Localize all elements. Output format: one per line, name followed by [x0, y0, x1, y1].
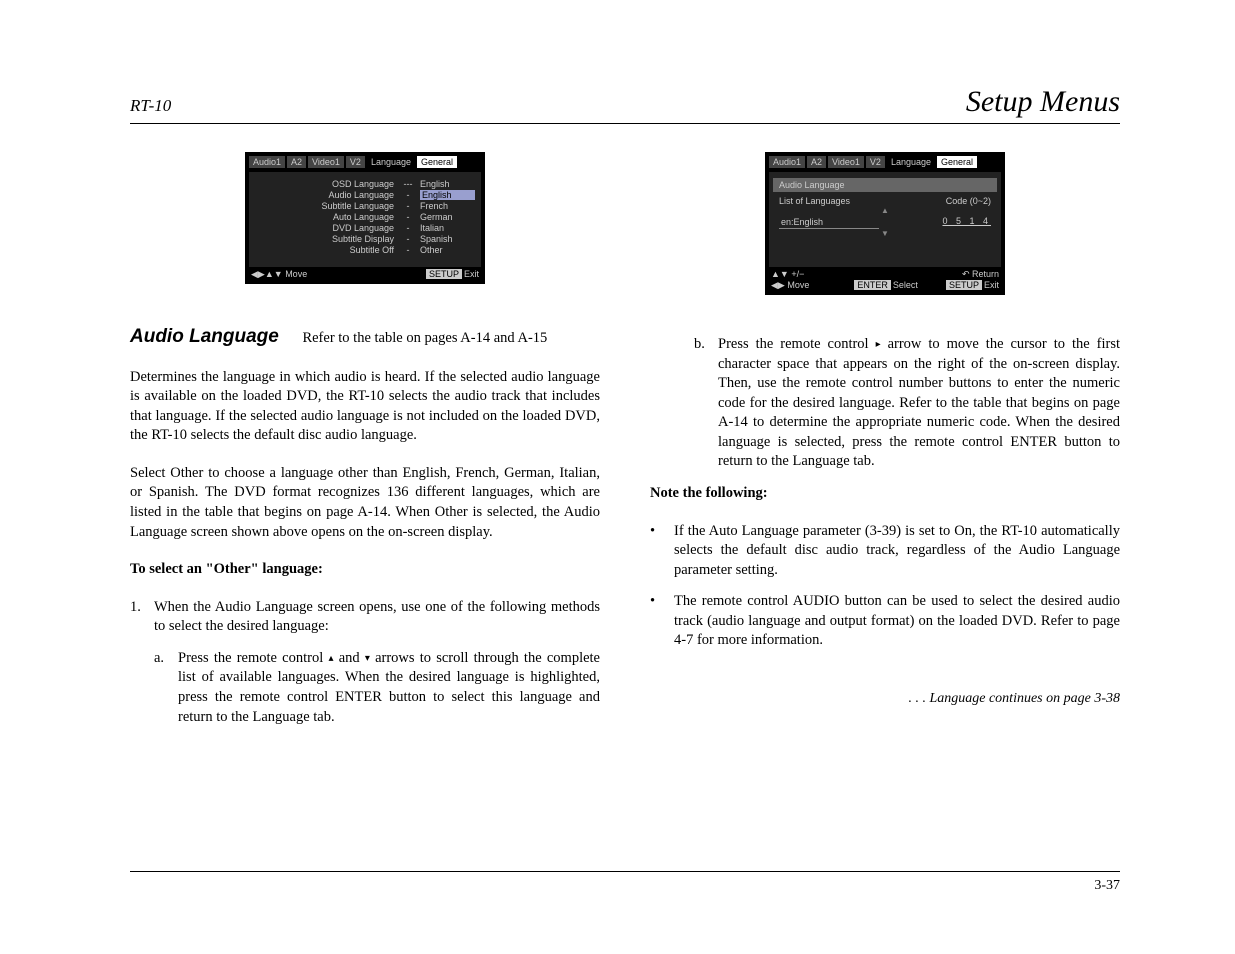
- section-heading: Audio Language: [130, 326, 279, 347]
- step-letter: b.: [694, 335, 718, 472]
- osd-label: OSD Language: [255, 179, 396, 189]
- osd-audio-language-entry: Audio1 A2 Video1 V2 Language General Aud…: [765, 152, 1005, 295]
- manual-page: RT-10 Setup Menus Audio1 A2 Video1 V2 La…: [0, 0, 1235, 954]
- osd-footer: ▲▼ +/− ↶ Return ◀▶ Move ENTERSelect SETU…: [769, 267, 1001, 291]
- osd-tab: Audio1: [769, 156, 805, 168]
- osd-tab: Video1: [828, 156, 864, 168]
- select-label: Select: [893, 280, 918, 290]
- code-label: Code (0~2): [946, 196, 991, 206]
- setup-badge: SETUP: [946, 280, 982, 290]
- osd-tab-row: Audio1 A2 Video1 V2 Language General: [249, 156, 481, 168]
- page-footer: 3-37: [130, 871, 1120, 894]
- osd-value: French: [420, 201, 475, 211]
- plusminus-label: +/−: [791, 269, 804, 279]
- list-label: List of Languages: [779, 196, 850, 206]
- osd-footer: ◀▶▲▼ Move SETUPExit: [249, 267, 481, 280]
- osd-tab-row: Audio1 A2 Video1 V2 Language General: [769, 156, 1001, 168]
- osd-tab: Video1: [308, 156, 344, 168]
- scroll-down-icon: ▼: [773, 231, 997, 237]
- dpad-icon: ◀▶▲▼: [251, 269, 283, 280]
- bullet-icon: •: [650, 592, 674, 651]
- bullet-text: The remote control AUDIO button can be u…: [674, 592, 1120, 651]
- code-input: 0 5 1 4: [942, 216, 991, 229]
- osd-tab: General: [937, 156, 977, 168]
- subheading: To select an "Other" language:: [130, 560, 600, 580]
- step-1: 1. When the Audio Language screen opens,…: [130, 598, 600, 637]
- osd-tab: Audio1: [249, 156, 285, 168]
- page-header: RT-10 Setup Menus: [130, 85, 1120, 124]
- osd-tab: V2: [346, 156, 365, 168]
- left-column: Audio1 A2 Video1 V2 Language General OSD…: [130, 152, 600, 739]
- osd-tab: V2: [866, 156, 885, 168]
- osd-value-highlight: English: [420, 190, 475, 200]
- page-title: Setup Menus: [966, 85, 1120, 119]
- osd-value: Other: [420, 245, 475, 255]
- osd-body: Audio Language List of Languages Code (0…: [769, 172, 1001, 267]
- osd-language-menu: Audio1 A2 Video1 V2 Language General OSD…: [245, 152, 485, 284]
- model-label: RT-10: [130, 96, 171, 116]
- note-heading: Note the following:: [650, 484, 1120, 504]
- page-number: 3-37: [1094, 878, 1120, 893]
- step-letter: a.: [154, 649, 178, 727]
- osd-foot-move: Move: [285, 269, 307, 279]
- step-1a: a. Press the remote control ▴ and ▾ arro…: [130, 649, 600, 727]
- step-text: Press the remote control ▴ and ▾ arrows …: [178, 649, 600, 727]
- osd-value: German: [420, 212, 475, 222]
- bullet-item: • The remote control AUDIO button can be…: [650, 592, 1120, 651]
- return-label: Return: [972, 269, 999, 279]
- osd-subheader: Audio Language: [773, 178, 997, 192]
- osd-tab: A2: [807, 156, 826, 168]
- bullet-text: If the Auto Language parameter (3-39) is…: [674, 522, 1120, 581]
- continuation-note: . . . Language continues on page 3-38: [650, 691, 1120, 707]
- osd-label: Subtitle Off: [255, 245, 396, 255]
- step-1b: b. Press the remote control ▸ arrow to m…: [650, 335, 1120, 472]
- paragraph: Select Other to choose a language other …: [130, 464, 600, 542]
- osd-value: English: [420, 179, 475, 189]
- section-reference: Refer to the table on pages A-14 and A-1…: [302, 330, 547, 346]
- step-text: Press the remote control ▸ arrow to move…: [718, 335, 1120, 472]
- osd-body: OSD Language---English Audio Language-En…: [249, 172, 481, 267]
- osd-value: Italian: [420, 223, 475, 233]
- section-intro: Audio Language Refer to the table on pag…: [130, 324, 600, 350]
- osd-label: Audio Language: [255, 190, 396, 200]
- content-columns: Audio1 A2 Video1 V2 Language General OSD…: [130, 152, 1120, 739]
- language-input: en:English: [779, 216, 879, 229]
- osd-label: DVD Language: [255, 223, 396, 233]
- osd-tab: General: [417, 156, 457, 168]
- bullet-item: • If the Auto Language parameter (3-39) …: [650, 522, 1120, 581]
- exit-label: Exit: [984, 280, 999, 290]
- step-number: 1.: [130, 598, 154, 637]
- osd-tab: A2: [287, 156, 306, 168]
- osd-tab-active: Language: [887, 156, 935, 168]
- paragraph: Determines the language in which audio i…: [130, 368, 600, 446]
- osd-label: Subtitle Language: [255, 201, 396, 211]
- osd-label: Auto Language: [255, 212, 396, 222]
- osd-tab-active: Language: [367, 156, 415, 168]
- osd-setup-badge: SETUP: [426, 269, 462, 279]
- osd-label: Subtitle Display: [255, 234, 396, 244]
- enter-badge: ENTER: [854, 280, 891, 290]
- step-text: When the Audio Language screen opens, us…: [154, 598, 600, 637]
- bullet-icon: •: [650, 522, 674, 581]
- move-label: Move: [787, 280, 809, 290]
- osd-value: Spanish: [420, 234, 475, 244]
- osd-foot-exit: Exit: [464, 269, 479, 279]
- right-column: Audio1 A2 Video1 V2 Language General Aud…: [650, 152, 1120, 739]
